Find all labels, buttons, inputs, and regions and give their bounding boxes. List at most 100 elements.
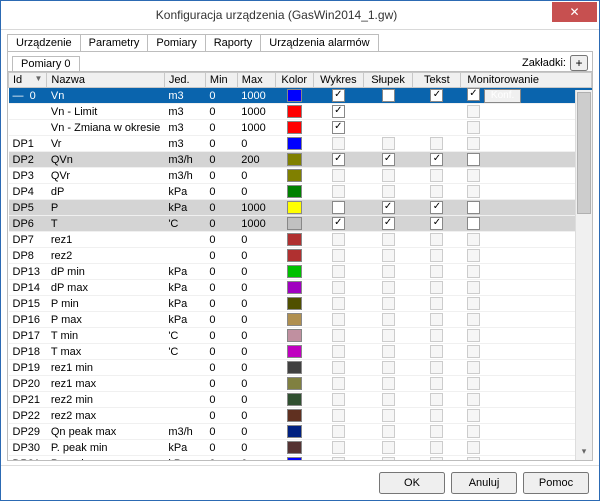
checkbox[interactable] [332, 345, 345, 358]
checkbox[interactable] [382, 153, 395, 166]
color-swatch[interactable] [287, 137, 302, 150]
checkbox[interactable] [382, 89, 395, 102]
checkbox[interactable] [332, 201, 345, 214]
checkbox[interactable] [382, 265, 395, 278]
checkbox[interactable] [430, 329, 443, 342]
checkbox[interactable] [332, 217, 345, 230]
col-min[interactable]: Min [205, 73, 237, 88]
checkbox[interactable] [430, 89, 443, 102]
table-row[interactable]: DP8rez200 [9, 248, 592, 264]
table-row[interactable]: DP7rez100 [9, 232, 592, 248]
tab-raporty[interactable]: Raporty [205, 34, 262, 51]
checkbox[interactable] [467, 393, 480, 406]
checkbox[interactable] [430, 345, 443, 358]
checkbox[interactable] [467, 249, 480, 262]
color-swatch[interactable] [287, 89, 302, 102]
checkbox[interactable] [382, 377, 395, 390]
checkbox[interactable] [430, 457, 443, 460]
checkbox[interactable] [467, 425, 480, 438]
col-monit[interactable]: Monitorowanie [461, 73, 592, 88]
checkbox[interactable] [332, 393, 345, 406]
checkbox[interactable] [430, 313, 443, 326]
checkbox[interactable] [467, 281, 480, 294]
table-row[interactable]: DP31P. peak maxkPa00 [9, 456, 592, 461]
table-row[interactable]: DP29Qn peak maxm3/h00 [9, 424, 592, 440]
checkbox[interactable] [382, 137, 395, 150]
checkbox[interactable] [332, 361, 345, 374]
color-swatch[interactable] [287, 361, 302, 374]
checkbox[interactable] [430, 201, 443, 214]
table-row[interactable]: DP3QVrm3/h00 [9, 168, 592, 184]
table-row[interactable]: DP30P. peak minkPa00 [9, 440, 592, 456]
checkbox[interactable] [430, 281, 443, 294]
checkbox[interactable] [467, 185, 480, 198]
table-row[interactable]: DP22rez2 max00 [9, 408, 592, 424]
checkbox[interactable] [467, 457, 480, 460]
checkbox[interactable] [332, 297, 345, 310]
col-name[interactable]: Nazwa [47, 73, 164, 88]
checkbox[interactable] [382, 409, 395, 422]
checkbox[interactable] [382, 361, 395, 374]
checkbox[interactable] [382, 441, 395, 454]
checkbox[interactable] [467, 329, 480, 342]
konf-button[interactable]: Konf. [484, 89, 521, 103]
checkbox[interactable] [332, 153, 345, 166]
checkbox[interactable] [467, 201, 480, 214]
checkbox[interactable] [332, 457, 345, 460]
checkbox[interactable] [467, 361, 480, 374]
table-row[interactable]: DP15P minkPa00 [9, 296, 592, 312]
checkbox[interactable] [430, 137, 443, 150]
color-swatch[interactable] [287, 329, 302, 342]
checkbox[interactable] [430, 217, 443, 230]
checkbox[interactable] [382, 425, 395, 438]
checkbox[interactable] [430, 153, 443, 166]
checkbox[interactable] [332, 233, 345, 246]
checkbox[interactable] [467, 313, 480, 326]
checkbox[interactable] [332, 281, 345, 294]
checkbox[interactable] [467, 233, 480, 246]
close-button[interactable]: ✕ [552, 2, 597, 22]
checkbox[interactable] [382, 297, 395, 310]
checkbox[interactable] [430, 249, 443, 262]
checkbox[interactable] [382, 233, 395, 246]
table-row[interactable]: DP1Vrm300 [9, 136, 592, 152]
col-max[interactable]: Max [237, 73, 275, 88]
color-swatch[interactable] [287, 393, 302, 406]
color-swatch[interactable] [287, 377, 302, 390]
table-row[interactable]: DP19rez1 min00 [9, 360, 592, 376]
checkbox[interactable] [467, 217, 480, 230]
checkbox[interactable] [430, 393, 443, 406]
table-row[interactable]: DP6T'C01000 [9, 216, 592, 232]
color-swatch[interactable] [287, 201, 302, 214]
checkbox[interactable] [332, 121, 345, 134]
checkbox[interactable] [430, 377, 443, 390]
checkbox[interactable] [467, 153, 480, 166]
color-swatch[interactable] [287, 185, 302, 198]
color-swatch[interactable] [287, 457, 302, 460]
table-row[interactable]: DP16P maxkPa00 [9, 312, 592, 328]
checkbox[interactable] [382, 217, 395, 230]
checkbox[interactable] [430, 265, 443, 278]
checkbox[interactable] [430, 425, 443, 438]
checkbox[interactable] [332, 265, 345, 278]
table-row[interactable]: Vn - Zmiana w okresiem301000 [9, 120, 592, 136]
inner-tab[interactable]: Pomiary 0 [12, 56, 80, 71]
table-row[interactable]: DP18T max'C00 [9, 344, 592, 360]
add-tab-button[interactable]: + [570, 55, 588, 71]
checkbox[interactable] [332, 89, 345, 102]
table-row[interactable]: DP14dP maxkPa00 [9, 280, 592, 296]
color-swatch[interactable] [287, 313, 302, 326]
help-button[interactable]: Pomoc [523, 472, 589, 494]
col-wykres[interactable]: Wykres [313, 73, 363, 88]
checkbox[interactable] [332, 105, 345, 118]
color-swatch[interactable] [287, 153, 302, 166]
checkbox[interactable] [382, 313, 395, 326]
tab-pomiary[interactable]: Pomiary [147, 34, 205, 51]
table-row[interactable]: Vn - Limitm301000 [9, 104, 592, 120]
checkbox[interactable] [332, 425, 345, 438]
checkbox[interactable] [382, 201, 395, 214]
checkbox[interactable] [332, 441, 345, 454]
checkbox[interactable] [332, 169, 345, 182]
color-swatch[interactable] [287, 233, 302, 246]
checkbox[interactable] [430, 361, 443, 374]
